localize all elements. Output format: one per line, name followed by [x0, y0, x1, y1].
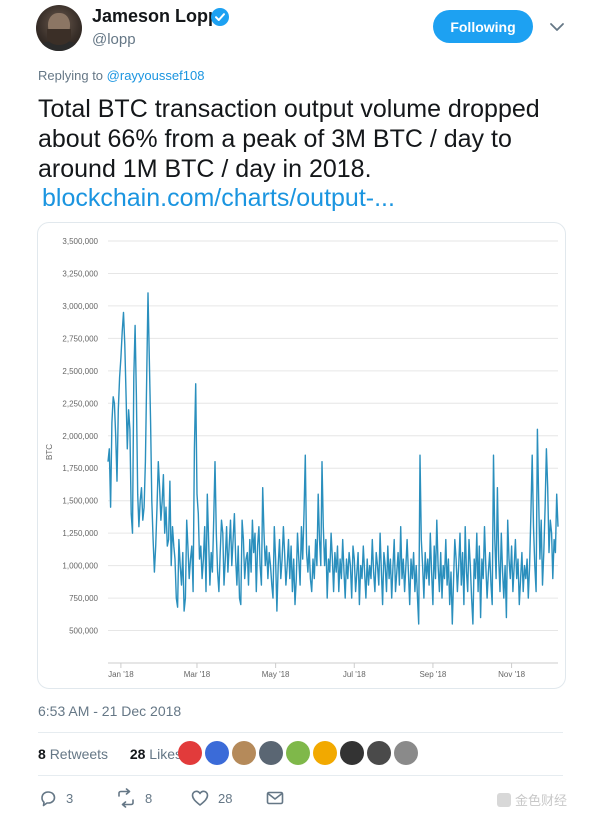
liker-avatar[interactable]: [259, 741, 283, 765]
like-action[interactable]: 28: [190, 788, 232, 808]
x-tick-label: Jan '18: [108, 670, 134, 679]
chart-image-card[interactable]: 500,000 750,000 1,000,000 1,250,000 1,500,00…: [37, 222, 566, 689]
y-tick-label: 1,000,000: [62, 562, 98, 571]
tweet-timestamp[interactable]: 6:53 AM - 21 Dec 2018: [38, 703, 182, 719]
series-line: [107, 292, 559, 625]
author-avatar[interactable]: [36, 5, 82, 51]
tweet-text: Total BTC transaction output volume drop…: [38, 95, 540, 183]
engagement-stats: 8 Retweets 28 Likes: [38, 746, 182, 762]
author-handle[interactable]: @lopp: [92, 31, 136, 48]
y-tick-label: 3,250,000: [62, 269, 98, 278]
replying-to-prefix: Replying to: [38, 68, 104, 83]
y-tick-label: 1,250,000: [62, 529, 98, 538]
likes-label[interactable]: Likes: [149, 746, 182, 762]
retweets-count[interactable]: 8: [38, 746, 46, 762]
x-tick-label: Sep '18: [419, 670, 446, 679]
replying-to-line: Replying to @rayyoussef108: [38, 68, 204, 83]
tweet-actions: 3 8 28: [38, 788, 558, 810]
chevron-down-icon[interactable]: [548, 18, 566, 36]
following-button[interactable]: Following: [433, 10, 533, 43]
liker-avatar[interactable]: [367, 741, 391, 765]
divider: [38, 775, 563, 776]
watermark-text: 金色财经: [515, 793, 568, 808]
y-tick-label: 2,250,000: [62, 399, 98, 408]
replying-to-link[interactable]: @rayyoussef108: [106, 68, 205, 83]
y-tick-label: 3,000,000: [62, 302, 98, 311]
author-name[interactable]: Jameson Lopp: [92, 6, 220, 26]
y-tick-label: 500,000: [69, 627, 98, 636]
y-tick-label: 2,750,000: [62, 334, 98, 343]
y-axis-title: BTC: [45, 444, 54, 460]
direct-message-action[interactable]: [265, 788, 285, 808]
y-tick-label: 3,500,000: [62, 237, 98, 246]
retweets-label[interactable]: Retweets: [49, 746, 109, 762]
retweet-count: 8: [145, 790, 153, 806]
likes-count[interactable]: 28: [129, 746, 146, 762]
reply-action[interactable]: 3: [38, 788, 73, 808]
x-tick-label: Nov '18: [498, 670, 525, 679]
liker-avatar[interactable]: [205, 741, 229, 765]
x-tick-label: May '18: [262, 670, 290, 679]
x-tick-label: Mar '18: [184, 670, 211, 679]
retweet-action[interactable]: 8: [115, 788, 152, 808]
y-tick-label: 1,750,000: [62, 464, 98, 473]
y-tick-label: 1,500,000: [62, 497, 98, 506]
liker-avatar[interactable]: [313, 741, 337, 765]
liker-avatar[interactable]: [286, 741, 310, 765]
watermark-logo-icon: [497, 792, 511, 807]
y-tick-label: 750,000: [69, 594, 98, 603]
x-tick-label: Jul '18: [343, 670, 366, 679]
tweet-link[interactable]: blockchain.com/charts/output-...: [42, 184, 395, 212]
line-chart: 500,000 750,000 1,000,000 1,250,000 1,500,00…: [45, 237, 559, 679]
y-tick-label: 2,000,000: [62, 432, 98, 441]
divider: [38, 732, 563, 733]
reply-icon: [41, 791, 56, 807]
liker-avatar[interactable]: [232, 741, 256, 765]
retweet-icon: [118, 788, 134, 808]
like-count: 28: [218, 790, 233, 806]
liker-avatar[interactable]: [340, 741, 364, 765]
y-tick-label: 2,500,000: [62, 367, 98, 376]
reply-count: 3: [66, 790, 74, 806]
watermark: 金色财经: [497, 790, 567, 809]
liker-avatar[interactable]: [178, 741, 202, 765]
verified-badge-icon: [211, 8, 229, 26]
envelope-icon: [266, 791, 284, 805]
heart-icon: [191, 790, 209, 806]
liker-avatar[interactable]: [394, 741, 418, 765]
